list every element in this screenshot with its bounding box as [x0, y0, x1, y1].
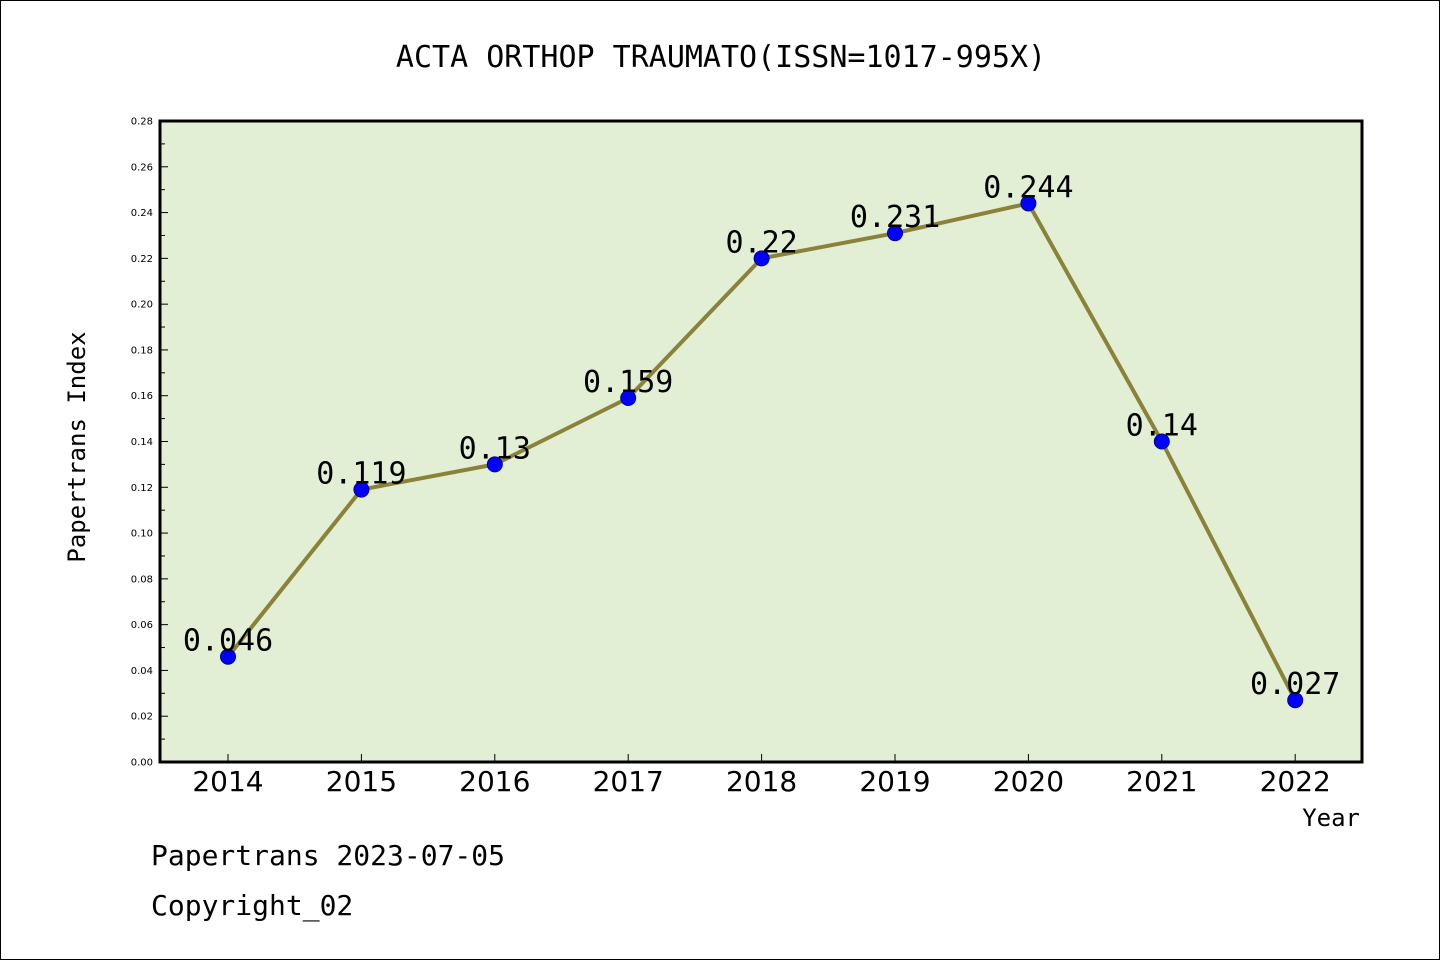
- y-tick-label: 0.14: [131, 437, 153, 448]
- data-point: [1287, 692, 1304, 709]
- x-tick-label: 2021: [1126, 765, 1197, 798]
- x-tick-label: 2019: [859, 765, 930, 798]
- y-tick-label: 0.08: [131, 574, 153, 585]
- footer-copyright: Copyright_02: [151, 889, 353, 923]
- y-tick-label: 0.16: [131, 391, 153, 402]
- data-label: 0.027: [1250, 667, 1340, 702]
- y-tick-label: 0.22: [131, 254, 153, 265]
- y-tick-label: 0.26: [131, 162, 153, 173]
- data-label: 0.159: [583, 365, 673, 400]
- y-tick-label: 0.02: [131, 712, 153, 723]
- data-point: [753, 250, 770, 267]
- y-axis-label: Papertrans Index: [63, 331, 91, 562]
- y-tick-label: 0.24: [131, 208, 153, 219]
- x-tick-label: 2018: [726, 765, 797, 798]
- data-point: [220, 648, 236, 665]
- footer-source: Papertrans 2023-07-05: [151, 839, 505, 872]
- y-tick-label: 0.04: [131, 666, 153, 677]
- y-tick-label: 0.00: [131, 758, 153, 769]
- data-label: 0.14: [1126, 409, 1198, 444]
- y-tick-label: 0.06: [131, 620, 153, 631]
- y-tick-label: 0.12: [131, 483, 153, 494]
- data-point: [1020, 195, 1037, 212]
- x-tick-label: 2016: [459, 765, 530, 798]
- x-axis: 2014 2015 2016 2017 2018 2019 2020 2021 2022: [192, 754, 1331, 798]
- y-tick-label: 0.20: [131, 300, 153, 311]
- data-label: 0.13: [459, 431, 531, 466]
- x-tick-label: 2020: [993, 765, 1064, 798]
- data-point: [353, 481, 370, 498]
- data-point: [620, 390, 637, 407]
- data-label: 0.119: [316, 457, 406, 492]
- y-tick-label: 0.10: [131, 529, 153, 540]
- x-tick-label: 2017: [593, 765, 664, 798]
- data-point: [887, 225, 903, 242]
- data-point: [1153, 433, 1170, 450]
- x-tick-label: 2022: [1260, 765, 1331, 798]
- data-label: 0.046: [183, 624, 273, 659]
- y-tick-label: 0.28: [131, 117, 153, 128]
- data-label: 0.244: [983, 170, 1073, 205]
- data-label: 0.231: [850, 200, 940, 235]
- y-tick-label: 0.18: [131, 345, 153, 356]
- data-point: [486, 456, 503, 473]
- x-tick-label: 2015: [326, 765, 397, 798]
- data-points: [220, 195, 1304, 709]
- chart-title: ACTA ORTHOP TRAUMATO(ISSN=1017-995X): [396, 40, 1046, 75]
- x-tick-label: 2014: [192, 765, 263, 798]
- y-axis: 0.00 0.02 0.04 0.06 0.08 0.10 0.12 0.14 0.16 0.18…: [131, 117, 168, 769]
- x-axis-label: Year: [1302, 804, 1360, 832]
- data-label: 0.22: [725, 225, 797, 260]
- data-labels: 0.046 0.119 0.13 0.159 0.22 0.231 0.244 0.14 0.0…: [183, 170, 1341, 702]
